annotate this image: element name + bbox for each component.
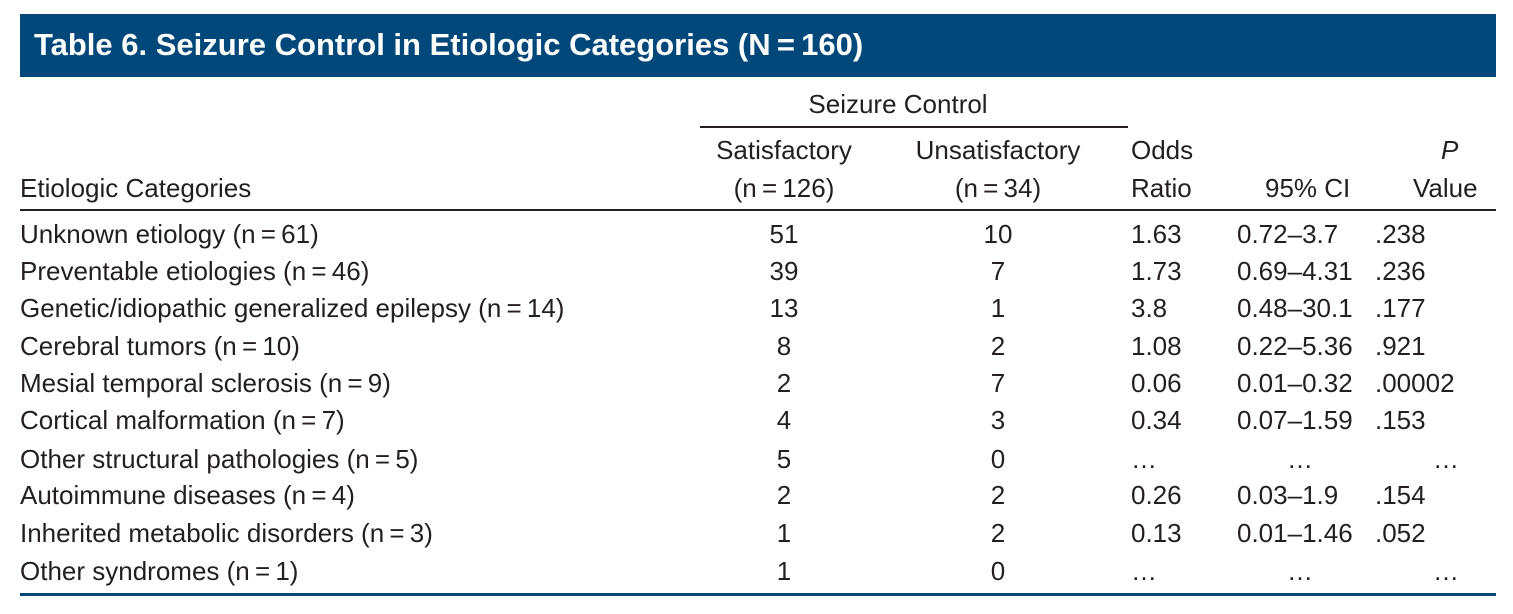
header-unsatisfactory-n: (n = 34) <box>954 173 1042 203</box>
row-p-value: .00002 <box>1375 368 1455 398</box>
table-bottom-rule <box>20 593 1496 596</box>
row-unsatisfactory: 2 <box>990 518 1006 548</box>
row-p-value: .238 <box>1375 219 1426 249</box>
row-unsatisfactory: 2 <box>990 331 1006 361</box>
header-satisfactory-n: (n = 126) <box>733 173 835 203</box>
row-ci: 0.07–1.59 <box>1237 405 1353 435</box>
group-header-rule <box>700 126 1128 128</box>
header-satisfactory: Satisfactory <box>716 135 852 165</box>
row-unsatisfactory: 2 <box>990 480 1006 510</box>
table-row: Autoimmune diseases (n = 4) 2 2 0.26 0.0… <box>0 478 1513 516</box>
row-odds-ratio: 1.73 <box>1131 256 1182 286</box>
table-title-bar: Table 6. Seizure Control in Etiologic Ca… <box>20 14 1496 77</box>
row-odds-ratio: … <box>1131 444 1161 474</box>
row-p-value: .052 <box>1375 518 1426 548</box>
row-ci: 0.03–1.9 <box>1237 480 1339 510</box>
row-odds-ratio: 0.06 <box>1131 368 1182 398</box>
header-etiologic-categories: Etiologic Categories <box>20 173 252 203</box>
table-row: Mesial temporal sclerosis (n = 9) 2 7 0.… <box>0 366 1513 404</box>
row-ci: … <box>1287 556 1317 586</box>
row-unsatisfactory: 10 <box>983 219 1013 249</box>
table-row: Cortical malformation (n = 7) 4 3 0.34 0… <box>0 403 1513 441</box>
row-category: Unknown etiology (n = 61) <box>20 219 319 249</box>
table-row: Unknown etiology (n = 61) 51 10 1.63 0.7… <box>0 217 1513 255</box>
table-row: Other syndromes (n = 1) 1 0 … … … <box>0 554 1513 592</box>
row-unsatisfactory: 3 <box>990 405 1006 435</box>
header-value: Value <box>1413 173 1478 203</box>
row-p-value: .236 <box>1375 256 1426 286</box>
row-satisfactory: 1 <box>776 556 792 586</box>
table-row: Other structural pathologies (n = 5) 5 0… <box>0 442 1513 480</box>
row-ci: … <box>1287 444 1317 474</box>
row-ci: 0.01–1.46 <box>1237 518 1353 548</box>
row-odds-ratio: 3.8 <box>1131 293 1168 323</box>
row-odds-ratio: 0.13 <box>1131 518 1182 548</box>
row-category: Inherited metabolic disorders (n = 3) <box>20 518 433 548</box>
group-header-seizure-control: Seizure Control <box>808 89 988 119</box>
row-category: Other structural pathologies (n = 5) <box>20 444 419 474</box>
table-row: Cerebral tumors (n = 10) 8 2 1.08 0.22–5… <box>0 329 1513 367</box>
row-odds-ratio: 0.26 <box>1131 480 1182 510</box>
row-satisfactory: 8 <box>776 331 792 361</box>
row-category: Cerebral tumors (n = 10) <box>20 331 300 361</box>
header-95-ci: 95% CI <box>1265 173 1351 203</box>
row-category: Preventable etiologies (n = 46) <box>20 256 370 286</box>
row-ci: 0.22–5.36 <box>1237 331 1353 361</box>
row-satisfactory: 2 <box>776 480 792 510</box>
table-row: Inherited metabolic disorders (n = 3) 1 … <box>0 516 1513 554</box>
row-category: Mesial temporal sclerosis (n = 9) <box>20 368 391 398</box>
table-title: Table 6. Seizure Control in Etiologic Ca… <box>34 27 864 62</box>
row-ci: 0.69–4.31 <box>1237 256 1353 286</box>
row-unsatisfactory: 1 <box>990 293 1006 323</box>
row-satisfactory: 51 <box>769 219 799 249</box>
row-odds-ratio: 0.34 <box>1131 405 1182 435</box>
row-unsatisfactory: 0 <box>990 444 1006 474</box>
row-ci: 0.01–0.32 <box>1237 368 1353 398</box>
row-satisfactory: 1 <box>776 518 792 548</box>
row-category: Autoimmune diseases (n = 4) <box>20 480 355 510</box>
header-p: P <box>1441 135 1459 165</box>
row-unsatisfactory: 7 <box>990 368 1006 398</box>
header-odds: Odds <box>1131 135 1194 165</box>
row-ci: 0.48–30.1 <box>1237 293 1353 323</box>
row-satisfactory: 4 <box>776 405 792 435</box>
row-p-value: … <box>1433 444 1463 474</box>
row-unsatisfactory: 7 <box>990 256 1006 286</box>
header-ratio: Ratio <box>1131 173 1192 203</box>
row-odds-ratio: … <box>1131 556 1161 586</box>
table-row: Genetic/idiopathic generalized epilepsy … <box>0 291 1513 329</box>
row-category: Other syndromes (n = 1) <box>20 556 299 586</box>
header-unsatisfactory: Unsatisfactory <box>915 135 1081 165</box>
row-p-value: .154 <box>1375 480 1426 510</box>
row-satisfactory: 13 <box>769 293 799 323</box>
row-unsatisfactory: 0 <box>990 556 1006 586</box>
header-bottom-rule <box>20 209 1496 211</box>
row-odds-ratio: 1.63 <box>1131 219 1182 249</box>
row-p-value: .153 <box>1375 405 1426 435</box>
row-satisfactory: 2 <box>776 368 792 398</box>
row-p-value: … <box>1433 556 1463 586</box>
row-odds-ratio: 1.08 <box>1131 331 1182 361</box>
row-category: Genetic/idiopathic generalized epilepsy … <box>20 293 565 323</box>
row-category: Cortical malformation (n = 7) <box>20 405 345 435</box>
row-ci: 0.72–3.7 <box>1237 219 1339 249</box>
row-satisfactory: 39 <box>769 256 799 286</box>
table-row: Preventable etiologies (n = 46) 39 7 1.7… <box>0 254 1513 292</box>
row-satisfactory: 5 <box>776 444 792 474</box>
row-p-value: .177 <box>1375 293 1426 323</box>
row-p-value: .921 <box>1375 331 1426 361</box>
